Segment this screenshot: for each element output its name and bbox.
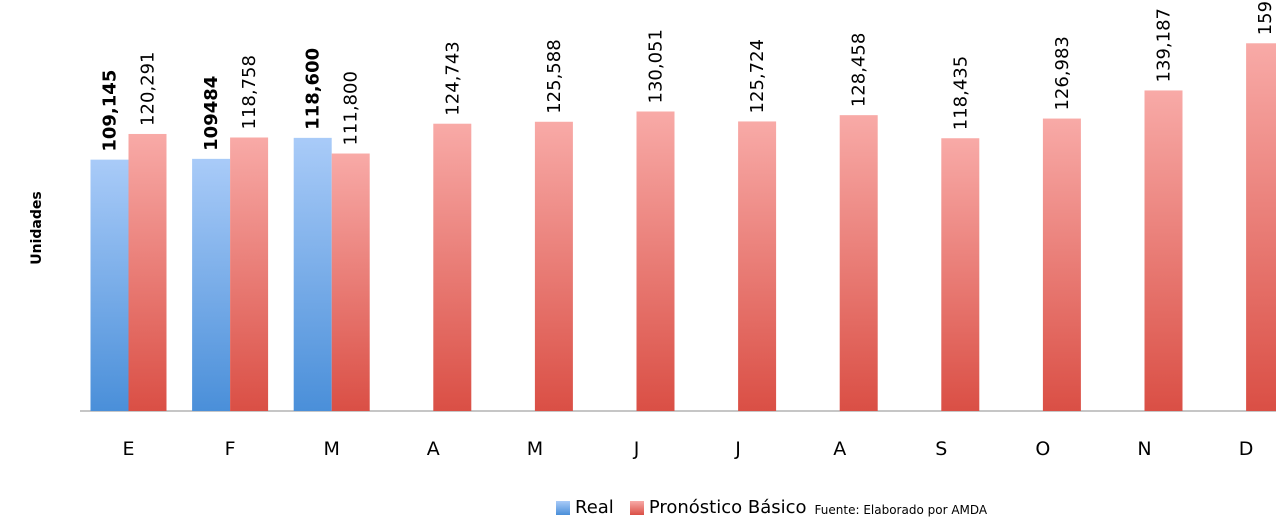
value-label-forecast: 120,291 [138,52,159,126]
value-label-forecast: 118,435 [950,56,971,130]
bar-real [90,159,129,411]
value-label-forecast: 159,664 [1255,0,1276,35]
x-tick-label: D [1239,438,1254,460]
x-tick-label: O [1035,438,1050,460]
x-tick-label: M [527,438,543,460]
bar-forecast [1246,43,1276,411]
value-label-forecast: 111,800 [341,71,362,145]
x-tick-label: N [1137,438,1151,460]
bar-forecast [331,153,370,411]
value-label-forecast: 128,458 [849,33,870,107]
value-label-forecast: 124,743 [442,41,463,115]
y-axis-label: Unidades [29,191,45,264]
bars-group [90,43,1276,412]
value-label-forecast: 118,758 [239,55,260,129]
value-label-real: 118,600 [303,48,324,130]
value-label-forecast: 125,588 [544,39,565,113]
bar-forecast [534,121,573,411]
legend-label-real: Real [575,497,614,518]
bar-forecast [1042,118,1081,411]
bar-forecast [941,138,980,411]
x-tick-label: M [323,438,339,460]
legend-swatch-forecast [629,500,644,515]
value-label-forecast: 125,724 [747,39,768,113]
bar-forecast [636,111,675,411]
x-tick-label: J [734,438,741,460]
x-tick-label: S [935,438,947,460]
source-note: Fuente: Elaborado por AMDA [814,503,988,517]
bar-forecast [128,133,167,411]
bar-forecast [433,123,472,412]
bar-forecast [738,121,777,411]
x-tick-label: A [427,438,440,460]
legend-item-real: Real [556,497,614,518]
x-tick-label: E [122,438,134,460]
legend-swatch-real [556,500,570,515]
value-labels-group: 109,145 109484 118,600 120,291 118,758 111,80… [100,0,1276,152]
bar-forecast [230,137,269,411]
legend-label-forecast: Pronóstico Básico [648,497,807,518]
x-tick-label: J [633,438,640,460]
x-tick-label: A [833,438,846,460]
legend: Real Pronóstico Básico Fuente: Elaborado… [556,494,987,518]
x-tick-label: F [225,438,236,460]
bar-forecast [839,115,878,411]
value-label-real: 109484 [201,76,222,151]
value-label-forecast: 126,983 [1052,36,1073,110]
value-label-forecast: 139,187 [1154,8,1175,82]
bar-real [192,158,231,411]
value-label-real: 109,145 [100,70,121,152]
bar-real [293,137,332,412]
legend-item-forecast: Pronóstico Básico [629,497,807,518]
bar-forecast [1144,90,1183,411]
value-label-forecast: 130,051 [646,29,667,103]
